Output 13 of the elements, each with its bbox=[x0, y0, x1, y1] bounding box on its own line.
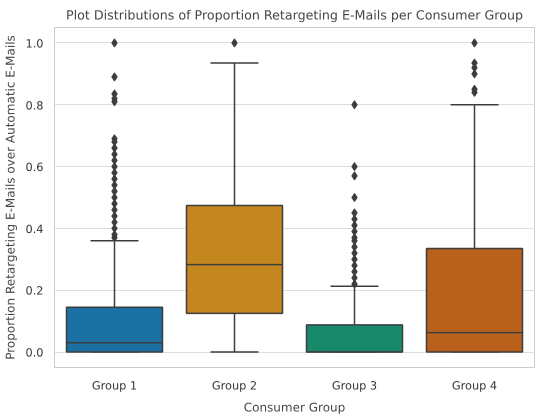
x-tick-label: Group 4 bbox=[452, 378, 498, 392]
chart-title: Plot Distributions of Proportion Retargeting E-Mails per Consumer Group bbox=[66, 8, 524, 22]
y-tick-label: 1.0 bbox=[25, 36, 44, 50]
x-tick-label: Group 3 bbox=[332, 378, 378, 392]
y-tick-label: 0.4 bbox=[25, 222, 44, 236]
y-axis-title: Proportion Retargeting E-Mails over Automatic E-Mails bbox=[3, 35, 18, 360]
y-tick-label: 0.8 bbox=[25, 98, 44, 112]
x-axis-title: Consumer Group bbox=[244, 400, 346, 414]
y-tick-label: 0.6 bbox=[25, 160, 44, 174]
y-tick-label: 0.0 bbox=[25, 346, 44, 360]
x-tick-label: Group 1 bbox=[92, 378, 138, 392]
x-tick-label: Group 2 bbox=[212, 378, 258, 392]
y-tick-label: 0.2 bbox=[25, 284, 44, 298]
